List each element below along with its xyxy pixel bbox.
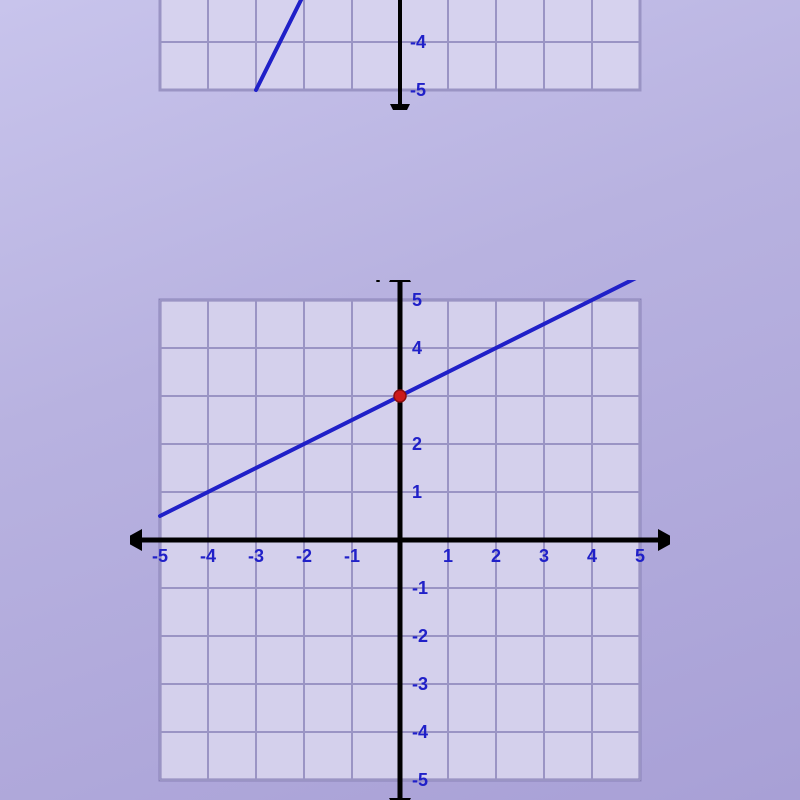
y-tick-label: 2	[412, 434, 422, 454]
y-tick-label: -4	[412, 722, 428, 742]
x-tick-label: -3	[248, 546, 264, 566]
x-tick-label: 4	[587, 546, 597, 566]
y-tick-label: 5	[412, 290, 422, 310]
svg-text:-5: -5	[410, 80, 426, 100]
y-axis-label: Y	[370, 280, 386, 288]
top-chart-fragment: -4 -5	[130, 0, 670, 110]
y-intercept-point	[394, 390, 406, 402]
page-root: -4-5 -5-4-3-2-112345-5-4-3-2-11245YX	[0, 0, 800, 800]
x-tick-label: -5	[152, 546, 168, 566]
y-tick-label: -2	[412, 626, 428, 646]
coordinate-plane: -5-4-3-2-112345-5-4-3-2-11245YX	[130, 280, 670, 800]
y-tick-label: 1	[412, 482, 422, 502]
x-tick-label: 3	[539, 546, 549, 566]
x-tick-label: -2	[296, 546, 312, 566]
x-tick-label: 1	[443, 546, 453, 566]
y-tick-label: -5	[412, 770, 428, 790]
y-tick-label: 4	[412, 338, 422, 358]
x-tick-label: 5	[635, 546, 645, 566]
x-tick-label: -1	[344, 546, 360, 566]
y-tick-label: -3	[412, 674, 428, 694]
x-tick-label: -4	[200, 546, 216, 566]
main-chart: -5-4-3-2-112345-5-4-3-2-11245YX	[130, 280, 670, 800]
y-tick-label: -1	[412, 578, 428, 598]
svg-text:-4: -4	[410, 32, 426, 52]
x-tick-label: 2	[491, 546, 501, 566]
